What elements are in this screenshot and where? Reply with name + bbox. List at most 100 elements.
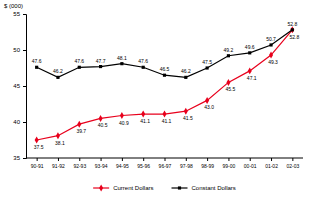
- x-tick-mark: [250, 158, 251, 161]
- y-axis: 3540455055: [13, 11, 26, 161]
- data-label: 47.5: [202, 59, 212, 65]
- marker: [227, 54, 230, 57]
- series-line: [37, 30, 293, 140]
- x-tick-label: 96-97: [159, 163, 172, 169]
- data-label: 47.6: [74, 58, 84, 64]
- marker: [99, 115, 103, 122]
- y-tick-label: 50: [13, 47, 20, 53]
- y-tick: 50: [13, 47, 26, 53]
- marker: [35, 66, 38, 69]
- x-tick: 96-97: [159, 158, 172, 169]
- data-label: 46.5: [160, 66, 170, 72]
- x-tick: 00-01: [244, 158, 257, 169]
- data-label: 47.1: [247, 75, 257, 81]
- data-label: 46.2: [181, 68, 191, 74]
- data-labels: 37.5 38.1 39.7 40.5 40.9 41.1 41.1 41.5 43.0 45.5…: [32, 21, 300, 150]
- x-axis: 90-9191-9292-9393-9494-9595-9696-9797-98…: [26, 158, 303, 169]
- data-label: 41.1: [140, 118, 150, 124]
- x-tick: 99-00: [223, 158, 236, 169]
- x-tick-mark: [143, 158, 144, 161]
- series-line: [37, 30, 293, 78]
- data-label: 39.7: [76, 128, 86, 134]
- y-tick-label: 45: [13, 83, 20, 89]
- data-label: 41.5: [183, 115, 193, 121]
- x-tick-mark: [79, 158, 80, 161]
- marker: [78, 66, 81, 69]
- x-tick-label: 01-02: [265, 163, 278, 169]
- y-tick-label: 40: [13, 119, 20, 125]
- marker: [269, 52, 273, 59]
- x-tick: 91-92: [52, 158, 65, 169]
- data-label: 48.1: [117, 55, 127, 61]
- x-tick-label: 99-00: [223, 163, 236, 169]
- x-tick-mark: [228, 158, 229, 161]
- data-label: 50.7: [266, 36, 276, 42]
- x-tick-mark: [122, 158, 123, 161]
- marker: [99, 65, 102, 68]
- y-tick-mark: [23, 14, 26, 15]
- x-tick-label: 02-03: [286, 163, 299, 169]
- marker: [35, 137, 39, 144]
- y-tick-mark: [23, 50, 26, 51]
- x-tick: 92-93: [73, 158, 86, 169]
- x-tick: 90-91: [31, 158, 44, 169]
- marker: [269, 43, 272, 46]
- x-tick-mark: [292, 158, 293, 161]
- data-label: 37.5: [34, 144, 44, 150]
- marker: [290, 26, 294, 33]
- data-label: 45.5: [226, 86, 236, 92]
- x-tick: 02-03: [286, 158, 299, 169]
- marker: [141, 111, 145, 118]
- x-tick-label: 91-92: [52, 163, 65, 169]
- data-label: 43.0: [204, 104, 214, 110]
- y-tick: 45: [13, 83, 26, 89]
- marker: [56, 132, 60, 139]
- marker: [206, 66, 209, 69]
- y-tick-mark: [23, 158, 26, 159]
- x-tick-mark: [165, 158, 166, 161]
- x-tick-mark: [37, 158, 38, 161]
- x-tick: 93-94: [95, 158, 108, 169]
- chart: 354045505590-9191-9292-9393-9494-9595-96…: [0, 0, 311, 200]
- data-label: 52.8: [287, 21, 297, 27]
- legend-label: Constant Dollars: [192, 185, 236, 191]
- x-tick-label: 93-94: [95, 163, 108, 169]
- x-tick-mark: [58, 158, 59, 161]
- marker: [184, 108, 188, 115]
- y-tick-mark: [23, 122, 26, 123]
- data-label: 40.5: [98, 122, 108, 128]
- y-tick-mark: [23, 86, 26, 87]
- marker: [120, 62, 123, 65]
- data-label: 41.1: [162, 118, 172, 124]
- x-tick-label: 94-95: [116, 163, 129, 169]
- y-tick-label: 35: [13, 155, 20, 161]
- data-label: 49.6: [245, 44, 255, 50]
- marker: [163, 74, 166, 77]
- x-tick-label: 00-01: [244, 163, 257, 169]
- legend-item: Constant Dollars: [172, 185, 236, 191]
- data-label: 38.1: [55, 140, 65, 146]
- data-label: 49.2: [224, 47, 234, 53]
- marker: [248, 67, 252, 74]
- legend-swatch: [172, 187, 188, 188]
- x-tick-mark: [186, 158, 187, 161]
- x-tick: 01-02: [265, 158, 278, 169]
- marker: [248, 51, 251, 54]
- y-tick: 40: [13, 119, 26, 125]
- x-tick-label: 95-96: [137, 163, 150, 169]
- marker: [120, 112, 124, 119]
- x-tick-label: 92-93: [73, 163, 86, 169]
- y-axis-line: [23, 15, 27, 159]
- data-label: 52.8: [289, 34, 299, 40]
- marker: [184, 76, 187, 79]
- x-tick-label: 90-91: [31, 163, 44, 169]
- legend-marker: [178, 186, 181, 189]
- marker: [226, 79, 230, 86]
- data-label: 40.9: [119, 120, 129, 126]
- x-tick-label: 98-99: [201, 163, 214, 169]
- legend-marker: [99, 185, 103, 192]
- data-label: 47.6: [138, 58, 148, 64]
- legend-item: Current Dollars: [93, 185, 153, 192]
- x-tick-mark: [101, 158, 102, 161]
- marker: [162, 111, 166, 118]
